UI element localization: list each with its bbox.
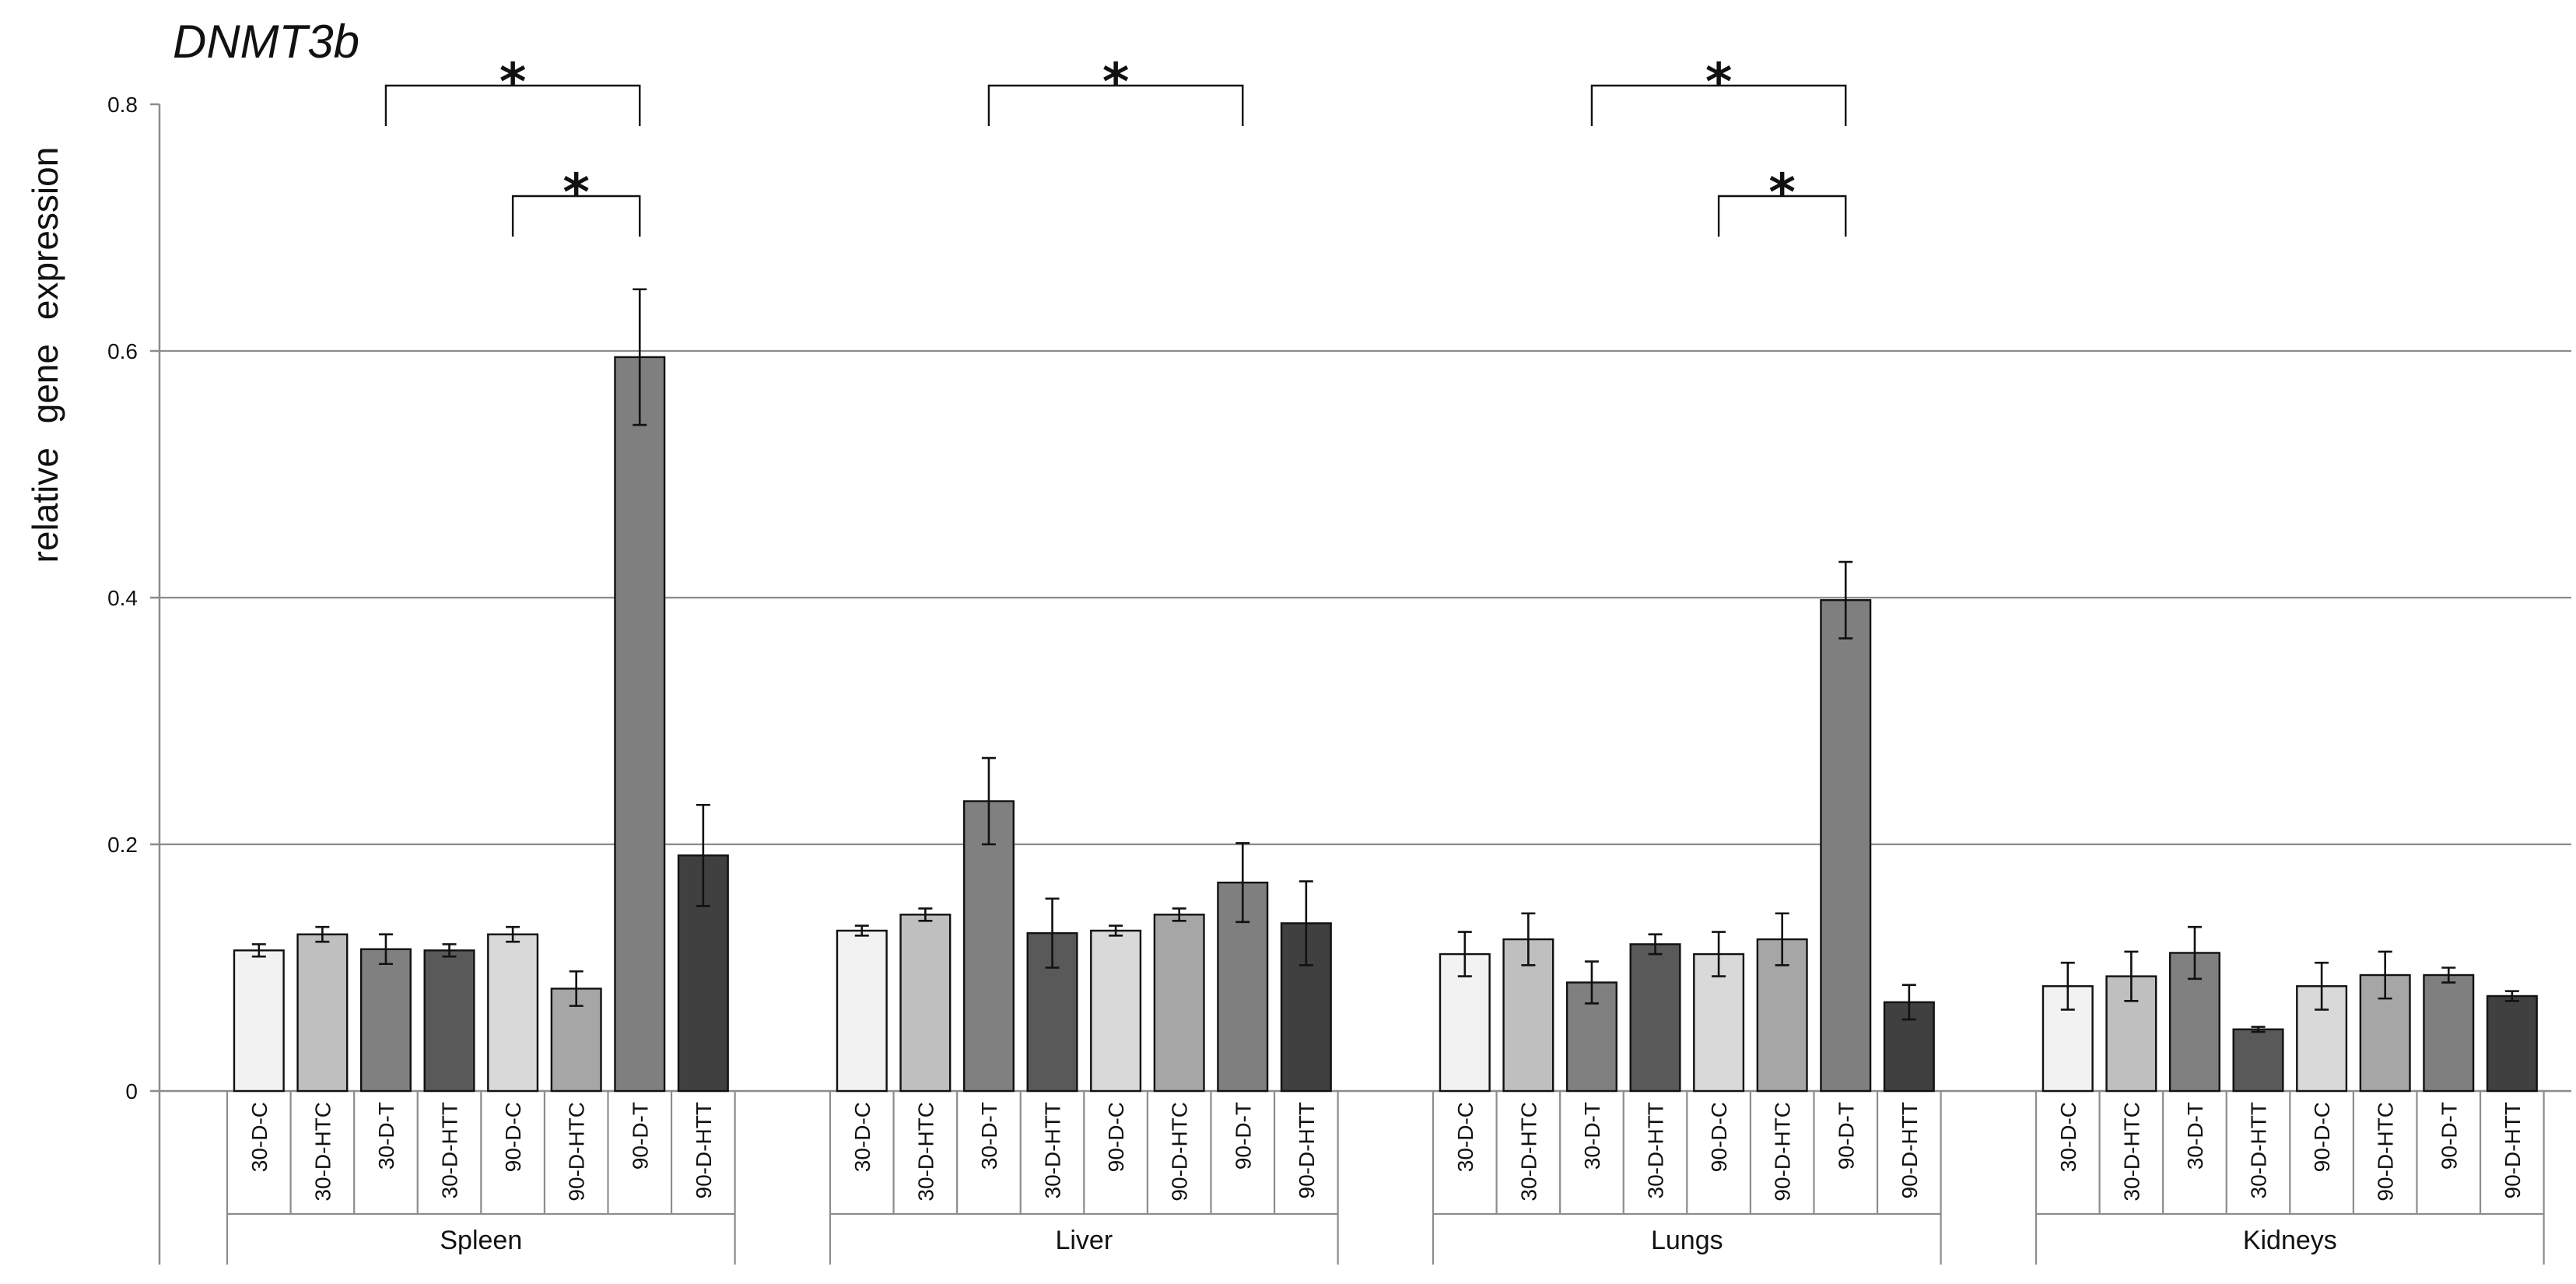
bar — [487, 933, 539, 1093]
x-tick-label: 90-D-C — [501, 1102, 525, 1172]
x-tick-label: 30-D-T — [2183, 1102, 2207, 1170]
x-tick-label: 30-D-HTC — [310, 1102, 335, 1202]
x-group-label: Spleen — [440, 1226, 522, 1255]
x-tick-label: 30-D-C — [1453, 1102, 1477, 1172]
x-tick-label: 90-D-T — [628, 1102, 652, 1170]
bar — [296, 933, 349, 1093]
x-tick-label: 30-D-HTT — [1041, 1102, 1065, 1198]
significance-star: * — [499, 52, 527, 112]
x-tick-label: 90-D-C — [2310, 1102, 2334, 1172]
significance-bracket — [1717, 195, 1847, 237]
bar — [836, 929, 888, 1093]
bar — [1820, 598, 1872, 1093]
significance-brackets: * * * * * — [384, 52, 1847, 237]
y-tick-label: 0.8 — [107, 93, 138, 117]
x-group-label: Lungs — [1651, 1226, 1723, 1255]
x-tick-label: 30-D-T — [374, 1102, 398, 1170]
bar — [2232, 1028, 2284, 1093]
y-tick-label: 0 — [125, 1079, 138, 1103]
bar — [899, 914, 952, 1093]
chart-title: DNMT3b — [173, 16, 359, 68]
bars — [233, 356, 2538, 1093]
x-tick-label: 30-D-HTT — [1644, 1102, 1668, 1198]
significance-star: * — [1705, 52, 1733, 112]
significance-star: * — [1768, 163, 1796, 223]
significance-star: * — [563, 163, 590, 223]
x-tick-label: 90-D-C — [1104, 1102, 1128, 1172]
x-tick-label: 90-D-HTT — [1295, 1102, 1319, 1198]
x-tick-label: 30-D-HTT — [2247, 1102, 2271, 1198]
bar — [2423, 974, 2475, 1093]
significance-bracket — [511, 195, 641, 237]
x-tick-label: 30-D-C — [247, 1102, 272, 1172]
x-tick-label: 30-D-C — [850, 1102, 874, 1172]
x-tick-label: 90-D-HTT — [1898, 1102, 1922, 1198]
error-bars — [251, 288, 2519, 1033]
x-tick-label: 30-D-HTC — [913, 1102, 938, 1202]
bar — [614, 356, 666, 1093]
bar — [962, 800, 1015, 1093]
x-tick-label: 30-D-HTT — [438, 1102, 462, 1198]
x-tick-label: 90-D-HTC — [1771, 1102, 1795, 1202]
x-tick-label: 30-D-T — [1580, 1102, 1604, 1170]
x-tick-label: 90-D-HTC — [565, 1102, 589, 1202]
x-tick-label: 90-D-HTT — [2501, 1102, 2525, 1198]
x-tick-label: 90-D-T — [1231, 1102, 1255, 1170]
x-tick-label: 90-D-C — [1707, 1102, 1731, 1172]
y-tick-label: 0.6 — [107, 339, 138, 363]
bar — [423, 949, 475, 1093]
x-tick-label: 30-D-C — [2056, 1102, 2080, 1172]
x-axis-labels: 30-D-C 30-D-HTC 30-D-T 30-D-HTT 90-D-C 90-D-H… — [226, 1091, 2545, 1265]
x-tick-label: 90-D-T — [1834, 1102, 1858, 1170]
x-tick-label: 30-D-HTC — [2119, 1102, 2143, 1202]
x-tick-label: 30-D-HTC — [1516, 1102, 1540, 1202]
bar — [1090, 929, 1142, 1093]
y-tick-label: 0.2 — [107, 833, 138, 857]
bar — [359, 948, 412, 1093]
y-axis-label: relative gene expression — [25, 147, 65, 563]
gridlines — [159, 349, 2571, 846]
bar — [2168, 952, 2220, 1093]
x-group-label: Kidneys — [2243, 1226, 2337, 1255]
significance-bracket — [1590, 84, 1847, 126]
x-tick-label: 90-D-HTC — [1168, 1102, 1192, 1202]
significance-star: * — [1102, 52, 1130, 112]
bar — [233, 949, 285, 1093]
x-tick-label: 90-D-HTT — [692, 1102, 716, 1198]
x-tick-label: 90-D-HTC — [2374, 1102, 2398, 1202]
bar — [2486, 995, 2538, 1093]
x-tick-label: 90-D-T — [2437, 1102, 2461, 1170]
bar — [1629, 943, 1681, 1093]
significance-bracket — [384, 84, 641, 126]
x-group-label: Liver — [1055, 1226, 1113, 1255]
bar — [1153, 914, 1205, 1093]
x-tick-label: 30-D-T — [977, 1102, 1001, 1170]
bar — [1502, 938, 1554, 1093]
y-tick-label: 0.4 — [107, 586, 138, 610]
significance-bracket — [987, 84, 1244, 126]
